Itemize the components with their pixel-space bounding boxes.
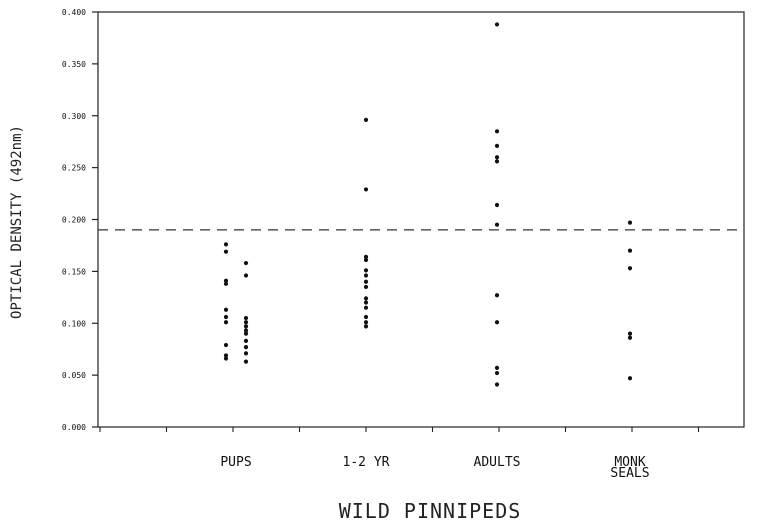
data-point: [627, 335, 633, 340]
data-points: [223, 22, 633, 387]
data-point: [627, 331, 633, 336]
data-point: [363, 279, 369, 284]
data-point: [363, 268, 369, 273]
y-tick-label: 0.300: [62, 112, 86, 121]
data-point: [494, 320, 500, 325]
data-point: [243, 351, 249, 356]
y-tick-label: 0.350: [62, 60, 86, 69]
data-point: [243, 273, 249, 278]
data-point: [243, 359, 249, 364]
category-labels: PUPS 1-2 YR ADULTS MONK SEALS: [220, 455, 649, 481]
data-point: [494, 143, 500, 148]
y-tick-label: 0.250: [62, 164, 86, 173]
y-tick-label: 0.050: [62, 371, 86, 380]
data-point: [243, 328, 249, 333]
data-point: [494, 293, 500, 298]
data-point: [223, 278, 229, 283]
data-point: [363, 117, 369, 122]
data-point: [243, 260, 249, 266]
data-point: [627, 376, 633, 381]
y-axis: 0.000 0.050 0.100 0.150 0.200 0.250 0.300 0.350…: [62, 8, 98, 432]
data-point: [243, 338, 249, 343]
x-axis: [99, 427, 700, 432]
data-point: [363, 324, 369, 329]
category-label: 1-2 YR: [343, 455, 390, 470]
category-label: ADULTS: [474, 455, 521, 470]
data-point: [494, 129, 500, 134]
data-point: [223, 314, 229, 320]
data-point: [243, 315, 249, 321]
data-point: [627, 266, 633, 271]
data-point: [223, 320, 229, 325]
data-point: [494, 202, 500, 208]
data-point: [494, 222, 500, 227]
data-point: [494, 382, 500, 387]
data-point: [494, 365, 500, 370]
data-point: [223, 342, 229, 348]
data-point: [223, 307, 229, 312]
data-point: [243, 324, 249, 329]
data-point: [363, 254, 369, 259]
data-point: [363, 320, 369, 325]
data-point: [363, 305, 369, 310]
data-point: [223, 242, 229, 247]
y-tick-label: 0.150: [62, 267, 86, 276]
data-point: [363, 300, 369, 305]
category-label: MONK SEALS: [610, 455, 649, 481]
data-point: [494, 370, 500, 376]
data-point: [223, 281, 229, 286]
data-point: [363, 273, 369, 278]
y-tick-label: 0.000: [62, 423, 86, 432]
y-tick-label: 0.100: [62, 319, 86, 328]
data-point: [363, 187, 369, 192]
data-point: [494, 159, 500, 164]
data-point: [494, 22, 500, 27]
data-point: [363, 284, 369, 290]
data-point: [627, 220, 633, 225]
data-point: [223, 353, 229, 358]
data-point: [223, 356, 229, 361]
data-point: [363, 314, 369, 320]
data-point: [243, 320, 249, 325]
data-point: [494, 155, 500, 160]
data-point: [363, 296, 369, 301]
data-point: [243, 331, 249, 336]
category-label: PUPS: [220, 455, 251, 470]
y-tick-label: 0.200: [62, 216, 86, 225]
data-point: [223, 249, 229, 254]
plot-frame: [97, 11, 745, 428]
y-tick-label: 0.400: [62, 8, 86, 17]
data-point: [363, 257, 369, 263]
data-point: [243, 345, 249, 350]
x-axis-title: WILD PINNIPEDS: [339, 499, 522, 523]
data-point: [627, 248, 633, 253]
y-axis-title: OPTICAL DENSITY (492nm): [9, 125, 25, 319]
